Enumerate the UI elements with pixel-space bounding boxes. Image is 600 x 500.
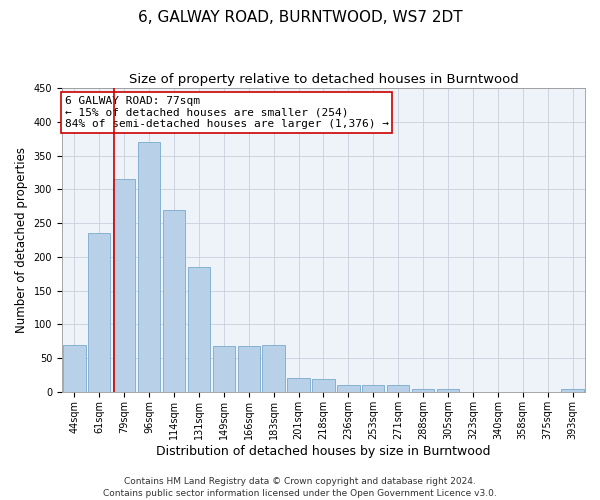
Bar xyxy=(238,346,260,392)
Bar xyxy=(387,384,409,392)
Bar xyxy=(362,385,385,392)
Text: Contains HM Land Registry data © Crown copyright and database right 2024.
Contai: Contains HM Land Registry data © Crown c… xyxy=(103,476,497,498)
Bar xyxy=(63,344,86,392)
Text: 6 GALWAY ROAD: 77sqm
← 15% of detached houses are smaller (254)
84% of semi-deta: 6 GALWAY ROAD: 77sqm ← 15% of detached h… xyxy=(65,96,389,129)
Bar xyxy=(188,267,210,392)
Bar xyxy=(562,389,584,392)
Text: 6, GALWAY ROAD, BURNTWOOD, WS7 2DT: 6, GALWAY ROAD, BURNTWOOD, WS7 2DT xyxy=(137,10,463,25)
Bar xyxy=(113,179,136,392)
Bar xyxy=(88,233,110,392)
X-axis label: Distribution of detached houses by size in Burntwood: Distribution of detached houses by size … xyxy=(156,444,491,458)
Bar xyxy=(212,346,235,392)
Bar xyxy=(287,378,310,392)
Y-axis label: Number of detached properties: Number of detached properties xyxy=(15,147,28,333)
Bar xyxy=(337,385,359,392)
Bar xyxy=(412,388,434,392)
Bar xyxy=(437,389,459,392)
Title: Size of property relative to detached houses in Burntwood: Size of property relative to detached ho… xyxy=(128,72,518,86)
Bar xyxy=(163,210,185,392)
Bar xyxy=(312,379,335,392)
Bar xyxy=(262,344,285,392)
Bar xyxy=(138,142,160,392)
